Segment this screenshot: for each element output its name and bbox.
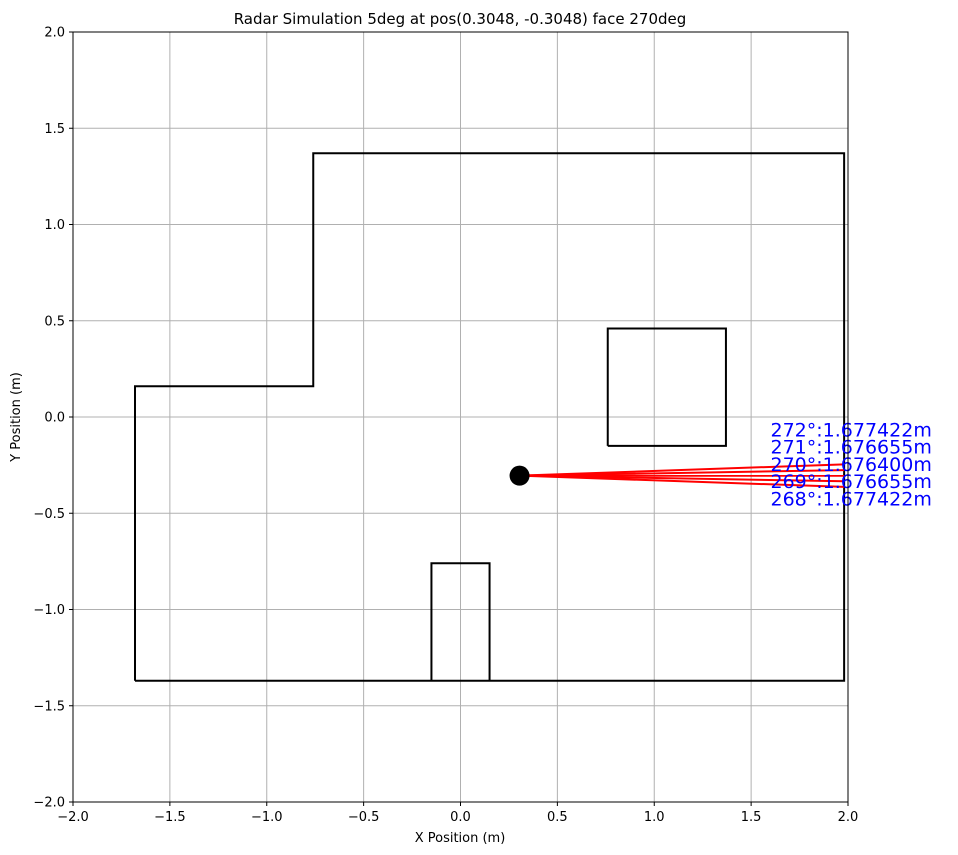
wall-obstacle-upper-right — [606, 327, 727, 447]
y-tick-label-7: 1.5 — [44, 122, 65, 137]
x-tick-label-0: −2.0 — [57, 810, 89, 825]
y-tick-label-0: −2.0 — [33, 796, 65, 811]
x-tick-label-3: −0.5 — [348, 810, 380, 825]
x-tick-label-6: 1.0 — [644, 810, 665, 825]
x-axis-label: X Position (m) — [415, 831, 506, 846]
x-tick-label-1: −1.5 — [154, 810, 186, 825]
radar-ray-268 — [519, 474, 845, 488]
y-tick-label-1: −1.5 — [33, 699, 65, 714]
grid — [72, 31, 849, 803]
chart-title: Radar Simulation 5deg at pos(0.3048, -0.… — [234, 10, 687, 28]
ray-label-270: 270°:1.676400m — [771, 454, 932, 476]
x-tick-label-8: 2.0 — [838, 810, 859, 825]
ray-label-272: 272°:1.677422m — [771, 419, 932, 441]
x-tick-label-7: 1.5 — [741, 810, 762, 825]
wall-obstacle-bottom — [430, 562, 491, 681]
y-tick-label-6: 1.0 — [44, 218, 65, 233]
y-tick-label-4: 0.0 — [44, 411, 65, 426]
ray-label-268: 268°:1.677422m — [771, 489, 932, 511]
walls — [134, 152, 846, 682]
ray-label-269: 269°:1.676655m — [771, 471, 932, 493]
radar-rays — [519, 463, 845, 488]
x-tick-label-4: 0.0 — [450, 810, 471, 825]
ray-label-271: 271°:1.676655m — [771, 437, 932, 459]
x-tick-label-5: 0.5 — [547, 810, 568, 825]
x-ticks: −2.0 −1.5 −1.0 −0.5 0.0 0.5 1.0 1.5 2.0 — [57, 802, 858, 825]
wall-outer — [134, 152, 846, 682]
y-tick-label-5: 0.5 — [44, 314, 65, 329]
y-ticks: −2.0 −1.5 −1.0 −0.5 0.0 0.5 1.0 1.5 2.0 — [33, 26, 73, 811]
y-axis-label: Y Position (m) — [9, 372, 24, 463]
y-tick-label-3: −0.5 — [33, 507, 65, 522]
y-tick-label-8: 2.0 — [44, 26, 65, 41]
radar-marker — [509, 465, 530, 486]
y-tick-label-2: −1.0 — [33, 603, 65, 618]
radar-marker-group — [509, 465, 530, 486]
x-tick-label-2: −1.0 — [251, 810, 283, 825]
ray-labels: 272°:1.677422m271°:1.676655m270°:1.67640… — [771, 419, 932, 510]
